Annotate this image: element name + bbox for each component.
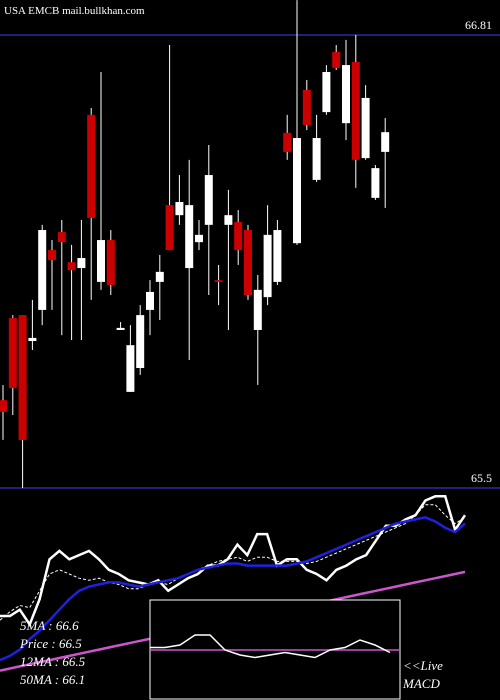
candle-body: [67, 262, 76, 271]
candle-body: [234, 222, 243, 251]
macd-label: <<Live MACD: [402, 658, 443, 691]
macd-line: [150, 634, 391, 659]
candle-body: [175, 202, 184, 216]
ma-line: [0, 504, 466, 621]
candle-body: [146, 291, 154, 310]
candle-body: [185, 205, 194, 269]
candle-body: [106, 240, 115, 286]
candle-body: [204, 175, 213, 225]
candle-body: [293, 138, 301, 244]
candle-body: [214, 280, 223, 282]
candle-body: [332, 51, 341, 68]
candle-body: [48, 250, 56, 261]
y-tick-label: 65.5: [471, 471, 492, 485]
candle-body: [8, 317, 17, 389]
ma-line: [0, 495, 467, 628]
y-tick-label: 66.81: [465, 18, 492, 32]
candle-body: [57, 232, 66, 243]
legend-entry: 5MA : 66.6: [20, 618, 79, 633]
candle-body: [312, 138, 321, 180]
candle-body: [195, 234, 203, 243]
candle-body: [322, 72, 331, 113]
candle-body: [126, 345, 135, 392]
macd-label-part: <<Live: [403, 658, 443, 673]
candle-body: [253, 289, 262, 330]
macd-label-part: MACD: [402, 676, 440, 691]
candle-body: [381, 132, 390, 152]
chart-title: USA EMCB mail.bullkhan.com: [4, 5, 145, 17]
candle-body: [351, 61, 360, 160]
candle-body: [263, 234, 272, 298]
candle-body: [116, 327, 125, 330]
legend-entry: 50MA : 66.1: [20, 672, 85, 687]
legend-entry: Price : 66.5: [19, 636, 82, 651]
candle-body: [87, 114, 96, 218]
candle-body: [155, 271, 164, 282]
candle-body: [97, 240, 105, 282]
candle-body: [136, 315, 145, 369]
candle-body: [371, 168, 380, 198]
candle-body: [361, 97, 370, 159]
candle-body: [18, 315, 27, 440]
legend-entry: 12MA : 66.5: [20, 654, 86, 669]
candle-body: [77, 258, 86, 269]
ma-line: [0, 515, 466, 662]
candle-body: [283, 132, 292, 152]
candle-body: [273, 230, 282, 282]
candle-body: [38, 230, 47, 310]
candle-body: [244, 230, 252, 296]
candle-body: [302, 89, 311, 125]
candle-body: [165, 205, 174, 251]
candle-body: [0, 400, 7, 412]
candle-body: [28, 337, 37, 342]
candle-body: [224, 215, 233, 225]
candle-body: [342, 65, 350, 124]
